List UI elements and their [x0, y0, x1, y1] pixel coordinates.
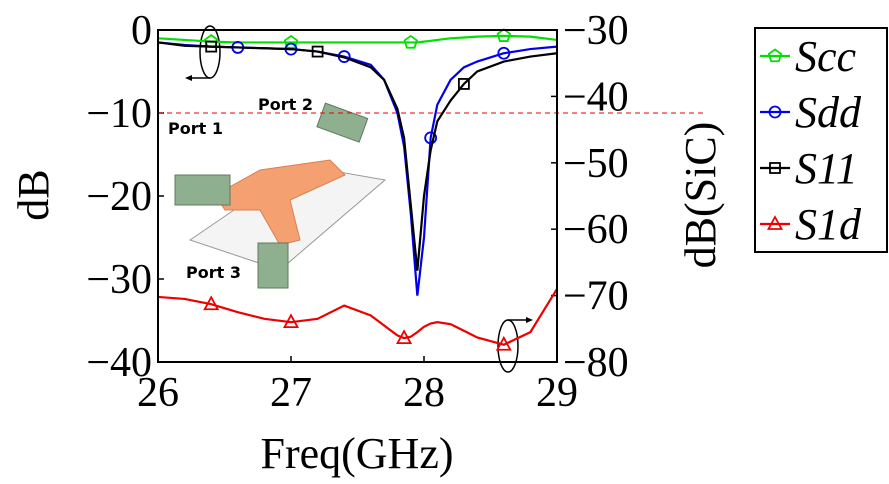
y-tick-label: −30: [86, 257, 152, 303]
y2-tick-label: −30: [563, 8, 629, 54]
series: [158, 42, 557, 295]
y2-tick-label: −50: [563, 141, 629, 187]
y2-axis-label: dB(SiC): [676, 122, 725, 269]
legend-label: S11: [795, 144, 858, 193]
line: [158, 289, 557, 345]
legend-label: S1d: [795, 200, 862, 249]
y-axis-label: dB: [9, 169, 58, 220]
x-tick-label: 28: [403, 370, 445, 416]
legend-label: Sdd: [795, 88, 862, 137]
connector: [175, 175, 230, 205]
y2-tick-label: −70: [563, 274, 629, 320]
annotation: Port 2: [258, 95, 313, 114]
connector: [258, 243, 288, 288]
x-axis-label: Freq(GHz): [260, 429, 453, 478]
x-tick-label: 27: [270, 370, 312, 416]
legend-label: Scc: [795, 32, 857, 81]
line: [158, 42, 557, 295]
x-tick-label: 29: [536, 370, 578, 416]
chart: Port 1 Port 2 Port 3 dB dB(SiC) Freq(GHz…: [0, 0, 889, 479]
arrowhead: [526, 317, 533, 323]
y-tick-label: −10: [86, 91, 152, 137]
y-tick-label: −20: [86, 174, 152, 220]
annotation: Port 1: [168, 119, 223, 138]
annotation: Port 3: [186, 263, 241, 282]
y2-tick-label: −60: [563, 207, 629, 253]
x-tick-label: 26: [137, 370, 179, 416]
arrowhead: [185, 75, 192, 81]
connector: [317, 103, 368, 142]
series: [158, 289, 557, 345]
y-tick-label: 0: [131, 8, 152, 54]
inset-figure: Port 1 Port 2 Port 3: [168, 95, 385, 288]
